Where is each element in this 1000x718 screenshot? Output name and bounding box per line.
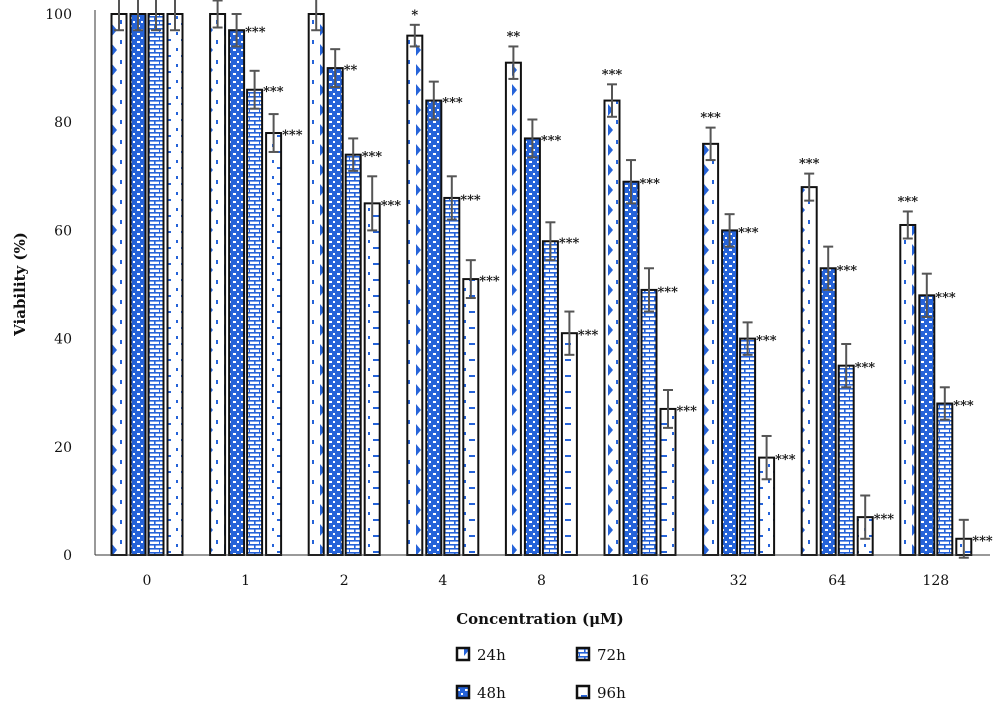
y-tick-label: 0 [63, 548, 72, 564]
significance-label: *** [460, 193, 481, 208]
bar-24h-0 [110, 13, 128, 556]
bar-24h-128 [899, 223, 917, 557]
significance-label: *** [640, 177, 661, 192]
x-tick-label: 16 [631, 573, 649, 589]
y-tick-label: 20 [54, 440, 72, 456]
significance-label: *** [855, 361, 876, 376]
legend-swatch-72h [575, 646, 591, 662]
bar-96h-0 [166, 13, 184, 556]
bar-72h-1 [246, 88, 264, 557]
bar-24h-64 [800, 186, 818, 556]
x-tick-label: 4 [438, 573, 447, 589]
significance-label: *** [245, 25, 266, 40]
x-tick-label: 0 [143, 573, 152, 589]
x-tick-label: 8 [537, 573, 546, 589]
legend: 24h 48h 72h 96h [455, 646, 626, 702]
significance-label: *** [935, 290, 956, 305]
bar-24h-32 [702, 142, 720, 556]
bar-72h-64 [837, 364, 855, 556]
significance-label: *** [479, 274, 500, 289]
bar-48h-8 [523, 137, 541, 556]
legend-label-48h: 48h [477, 684, 506, 702]
significance-label: *** [362, 150, 383, 165]
bar-48h-0 [129, 13, 147, 556]
bar-96h-4 [462, 278, 480, 556]
significance-label: *** [578, 328, 599, 343]
bar-72h-2 [344, 153, 362, 556]
legend-swatch-24h [455, 646, 471, 662]
significance-label: ** [344, 63, 358, 78]
bar-96h-8 [560, 332, 578, 556]
bar-48h-2 [326, 67, 344, 556]
x-tick-label: 64 [828, 573, 846, 589]
bar-72h-16 [640, 288, 658, 556]
significance-label: *** [756, 334, 777, 349]
bar-48h-32 [721, 229, 739, 556]
bar-96h-1 [265, 132, 283, 557]
legend-label-24h: 24h [477, 646, 506, 664]
bar-96h-16 [659, 407, 677, 556]
x-tick-label: 2 [340, 573, 349, 589]
legend-swatch-48h [455, 684, 471, 700]
bar-24h-1 [209, 13, 227, 556]
bar-48h-4 [425, 99, 443, 556]
significance-label: *** [677, 404, 698, 419]
x-axis-title: Concentration (μM) [456, 610, 624, 628]
significance-label: *** [874, 512, 895, 527]
bar-24h-16 [603, 99, 621, 556]
significance-label: *** [700, 111, 721, 126]
bar-24h-8 [504, 61, 522, 556]
bar-48h-128 [918, 294, 936, 556]
significance-label: *** [953, 399, 974, 414]
x-tick-label: 128 [922, 573, 949, 589]
significance-label: *** [442, 96, 463, 111]
legend-label-96h: 96h [597, 684, 626, 702]
significance-label: *** [972, 534, 993, 549]
significance-label: *** [738, 225, 759, 240]
bar-72h-4 [443, 196, 461, 556]
bar-72h-128 [936, 402, 954, 556]
significance-label: *** [837, 263, 858, 278]
x-tick-label: 32 [730, 573, 748, 589]
significance-label: *** [282, 128, 303, 143]
y-tick-label: 100 [45, 7, 72, 23]
significance-label: *** [799, 157, 820, 172]
y-tick-label: 40 [54, 332, 72, 348]
bar-48h-64 [819, 267, 837, 556]
x-tick-label: 1 [241, 573, 250, 589]
significance-label: *** [381, 198, 402, 213]
legend-label-72h: 72h [597, 646, 626, 664]
significance-label: *** [658, 285, 679, 300]
bar-48h-1 [228, 29, 246, 557]
significance-label: *** [602, 67, 623, 82]
bar-24h-2 [307, 13, 325, 556]
bar-72h-32 [739, 337, 757, 556]
y-tick-label: 60 [54, 223, 72, 239]
bar-72h-8 [541, 240, 559, 556]
significance-label: *** [559, 236, 580, 251]
significance-label: *** [541, 133, 562, 148]
significance-label: *** [775, 453, 796, 468]
y-axis-title: Viability (%) [11, 232, 29, 337]
significance-label: *** [898, 194, 919, 209]
significance-label: * [411, 8, 418, 23]
significance-label: ** [507, 29, 521, 44]
bar-96h-2 [363, 202, 381, 556]
bar-72h-0 [147, 13, 165, 556]
bar-24h-4 [406, 34, 424, 556]
bar-48h-16 [622, 180, 640, 557]
y-tick-label: 80 [54, 115, 72, 131]
legend-swatch-96h [575, 684, 591, 700]
significance-label: *** [263, 85, 284, 100]
